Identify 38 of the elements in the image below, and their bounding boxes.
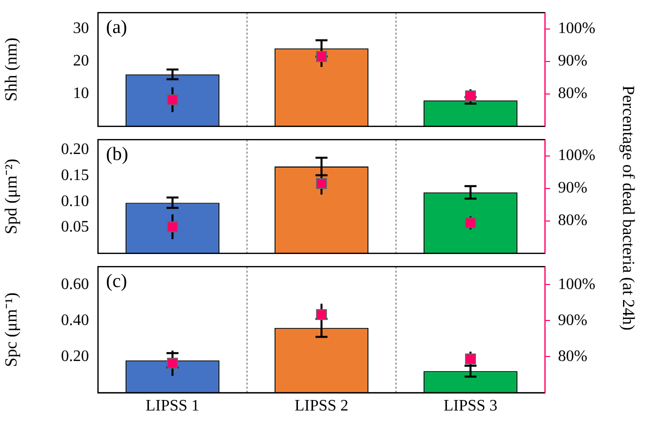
point	[167, 94, 178, 106]
x-tick-label: LIPSS 2	[294, 398, 348, 415]
y2-tick-label: 80%	[558, 212, 588, 230]
annotation: (c)	[106, 271, 128, 292]
y-tick-label: 20	[73, 52, 89, 70]
y-tick-label: 0.40	[61, 312, 89, 329]
point	[167, 221, 178, 232]
y2-tick-label: 90%	[558, 52, 588, 70]
annotation: (b)	[106, 144, 128, 166]
y-tick-label: 0.20	[61, 348, 89, 365]
point	[316, 309, 327, 320]
y2-axis-title: Percentage of dead bacteria (at 24h)	[618, 86, 638, 330]
y-tick-label: 30	[73, 20, 89, 38]
y-axis-title: Spc (μm⁻¹)	[2, 292, 21, 367]
y2-tick-label: 100%	[558, 276, 596, 293]
point	[465, 217, 476, 228]
y2-tick-label: 90%	[558, 312, 588, 329]
x-tick-label: LIPSS 3	[444, 398, 498, 415]
point	[316, 178, 327, 189]
y-tick-label: 0.05	[61, 218, 89, 236]
point	[167, 358, 178, 369]
y-tick-label: 0.15	[61, 167, 89, 184]
y-tick-label: 0.20	[61, 141, 89, 158]
point	[465, 90, 476, 102]
x-tick-label: LIPSS 1	[146, 398, 200, 415]
y2-tick-label: 80%	[558, 348, 588, 365]
y2-tick-label: 100%	[558, 147, 596, 164]
y-tick-label: 10	[73, 85, 89, 102]
y-tick-label: 0.10	[61, 192, 89, 210]
point	[316, 51, 327, 62]
y-axis-title: Spd (μm⁻²)	[2, 158, 21, 234]
point	[465, 353, 476, 364]
annotation: (a)	[106, 17, 128, 38]
y2-tick-label: 90%	[558, 180, 588, 197]
y2-tick-label: 80%	[558, 85, 588, 102]
y2-tick-label: 100%	[558, 20, 596, 38]
y-tick-label: 0.60	[61, 276, 89, 293]
y-axis-title: Shh (nm)	[2, 38, 21, 102]
